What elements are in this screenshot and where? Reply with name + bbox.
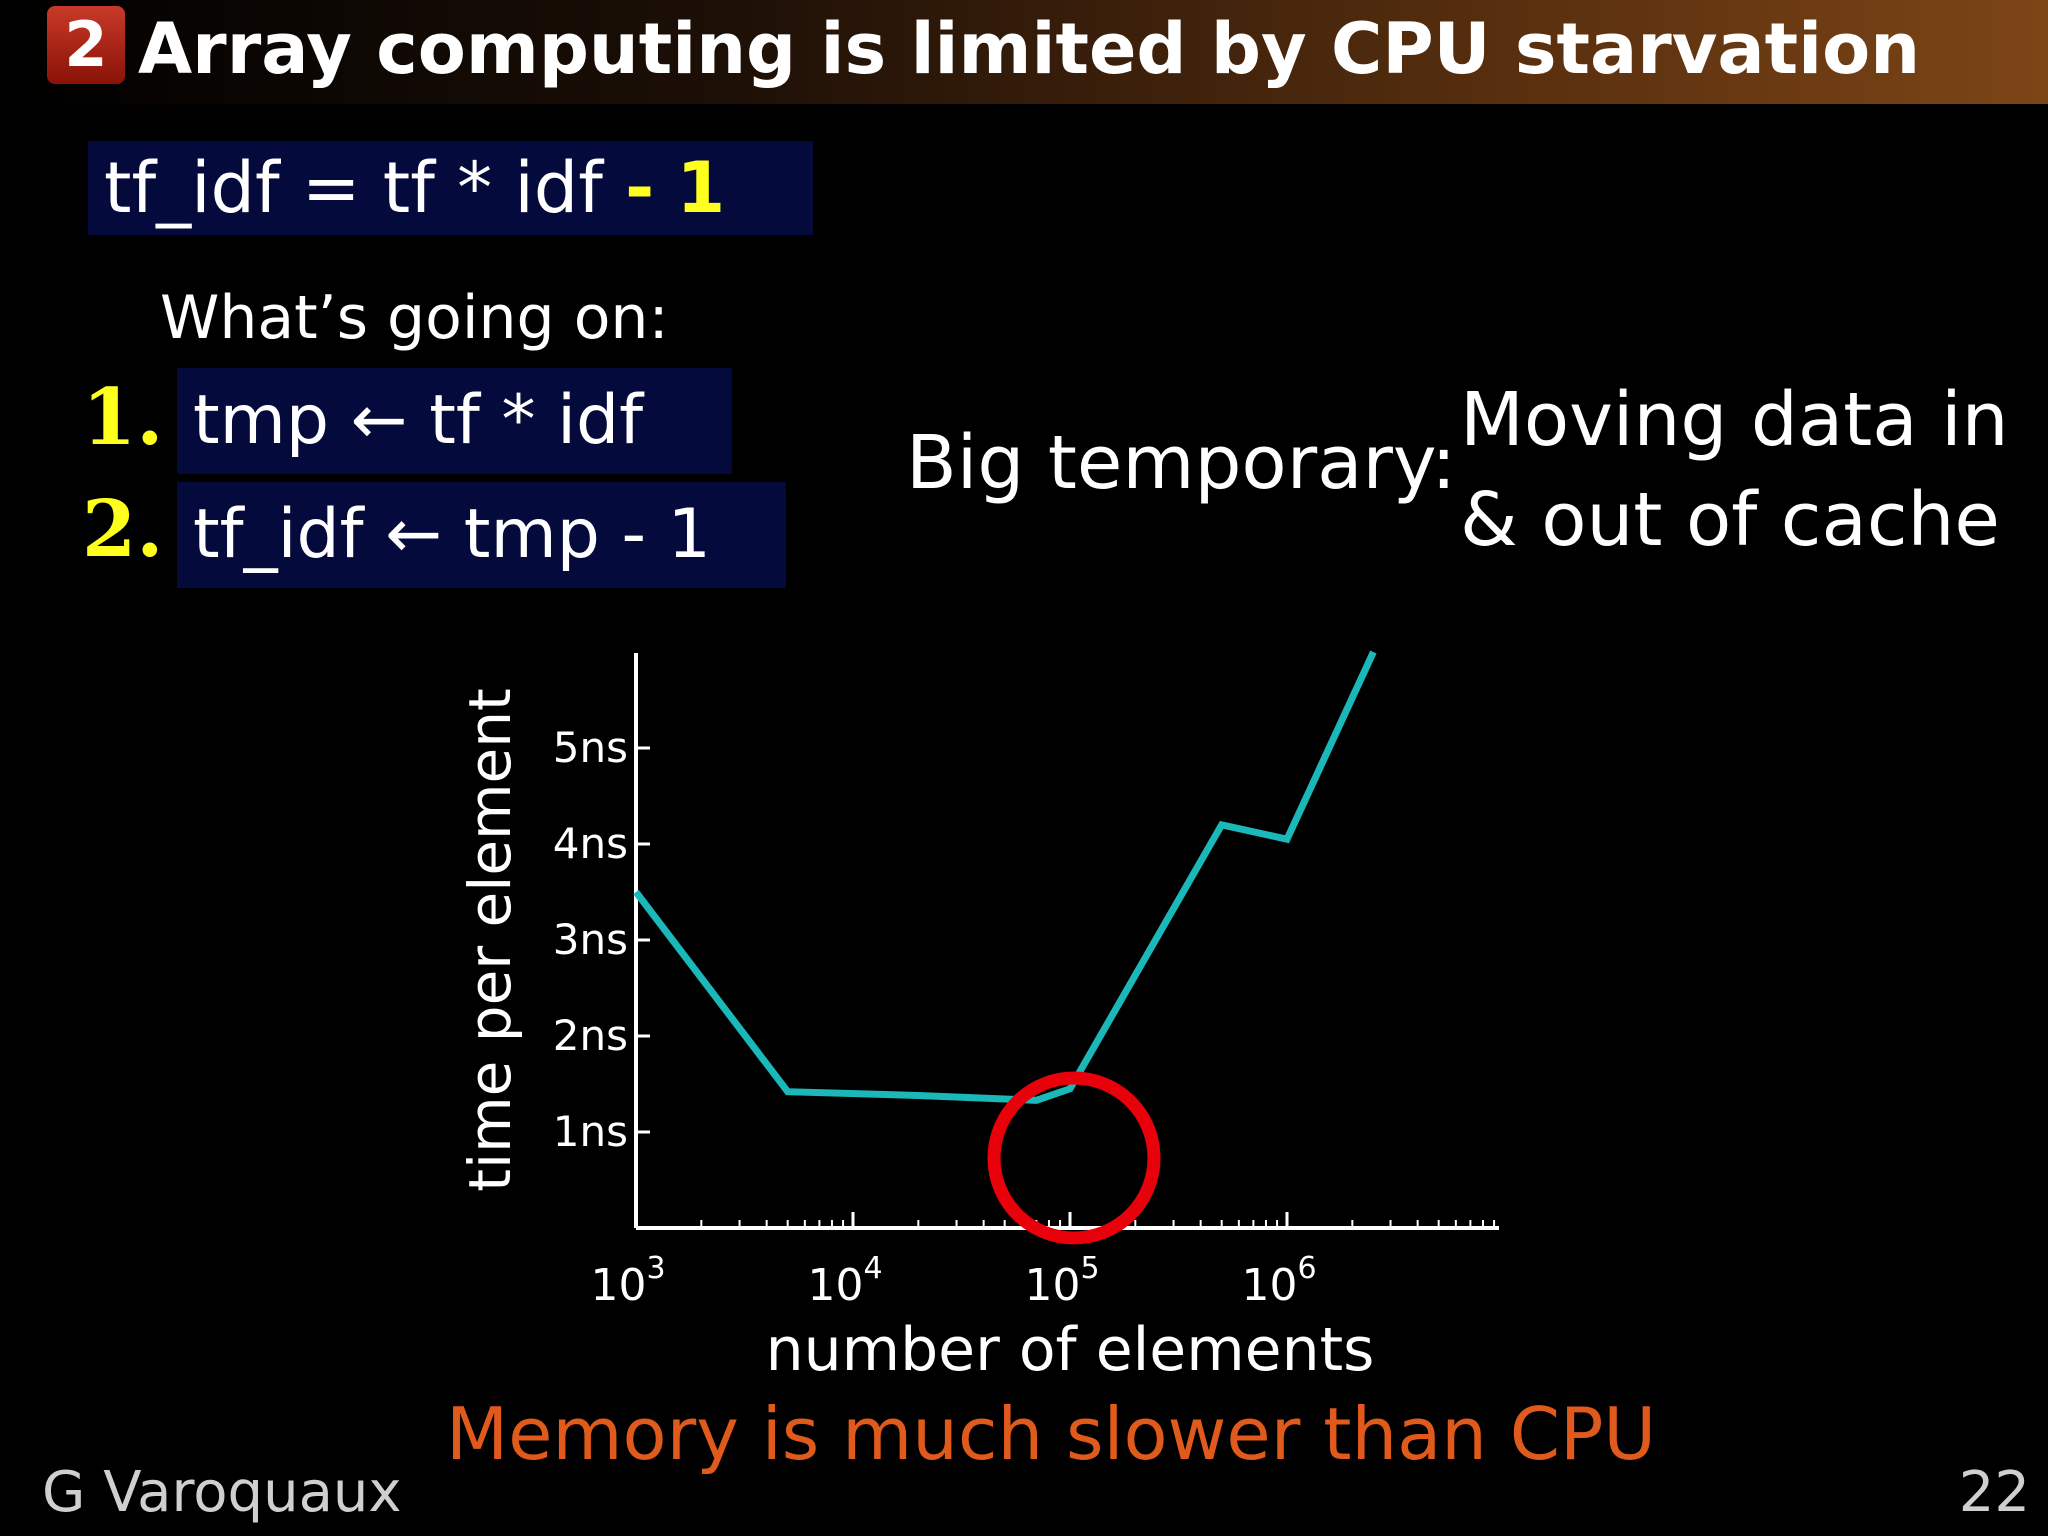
formula-minus: - (625, 147, 655, 229)
moving-data-line-1: Moving data in (1460, 377, 2009, 463)
big-temporary-label: Big temporary: (906, 420, 1457, 506)
y-axis-label: time per element (456, 688, 524, 1191)
moving-data-note: Moving data in & out of cache (1460, 370, 2009, 570)
step-1-number: 1. (82, 372, 164, 463)
conclusion-text: Memory is much slower than CPU (446, 1392, 1657, 1476)
x-tick-label: 104 (807, 1251, 882, 1311)
step-2-number: 2. (82, 484, 164, 575)
moving-data-line-2: & out of cache (1460, 477, 2000, 563)
highlight-circle (987, 1071, 1161, 1245)
explanation-intro: What’s going on: (160, 283, 669, 353)
formula-box: tf_idf = tf * idf - 1 (88, 141, 813, 235)
slide-title: Array computing is limited by CPU starva… (138, 8, 1921, 90)
x-tick-label: 106 (1241, 1251, 1316, 1311)
y-tick-label: 3ns (553, 915, 628, 964)
page-number: 22 (1958, 1460, 2030, 1525)
y-tick-label: 5ns (553, 723, 628, 772)
y-tick-label: 4ns (553, 819, 628, 868)
step-2-code: tf_idf ← tmp - 1 (177, 482, 786, 588)
y-tick-label: 2ns (553, 1011, 628, 1060)
x-tick-label: 103 (590, 1251, 665, 1311)
formula-one: 1 (676, 147, 726, 229)
y-tick-label: 1ns (553, 1107, 628, 1156)
title-bar (0, 0, 2048, 104)
series-line (633, 650, 1377, 1104)
step-1-code: tmp ← tf * idf (177, 368, 732, 474)
slide-number-badge: 2 (47, 6, 125, 84)
formula-lhs: tf_idf = tf * idf (104, 147, 603, 229)
x-tick-label: 105 (1024, 1251, 1099, 1311)
author-name: G Varoquaux (42, 1460, 402, 1525)
x-axis-label: number of elements (766, 1315, 1375, 1385)
